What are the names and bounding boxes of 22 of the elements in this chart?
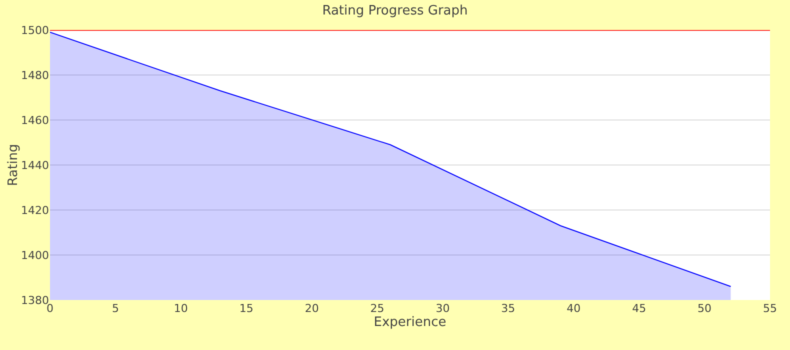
- x-tick-label: 20: [304, 302, 319, 315]
- x-axis-title: Experience: [374, 315, 446, 330]
- x-tick-label: 45: [632, 302, 646, 315]
- chart-title: Rating Progress Graph: [322, 3, 468, 18]
- y-tick-label: 1400: [21, 248, 49, 262]
- x-tick-label: 50: [698, 302, 712, 315]
- y-tick-label: 1460: [21, 114, 49, 127]
- x-tick-label: 5: [112, 302, 119, 315]
- x-tick-label: 35: [501, 302, 516, 315]
- y-axis-title: Rating: [6, 144, 21, 186]
- y-tick-label: 1420: [21, 204, 49, 217]
- x-tick-label: 0: [46, 302, 54, 315]
- y-tick-label: 1500: [21, 24, 49, 37]
- x-tick-label: 15: [239, 302, 254, 315]
- x-tick-label: 10: [174, 302, 188, 315]
- y-tick-label: 1380: [21, 294, 49, 307]
- x-tick-label: 30: [436, 302, 450, 315]
- x-tick-label: 40: [566, 302, 581, 315]
- y-tick-label: 1480: [21, 68, 49, 82]
- x-tick-label: 55: [763, 302, 777, 315]
- y-tick-label: 1440: [21, 158, 49, 172]
- x-tick-label: 25: [370, 302, 384, 315]
